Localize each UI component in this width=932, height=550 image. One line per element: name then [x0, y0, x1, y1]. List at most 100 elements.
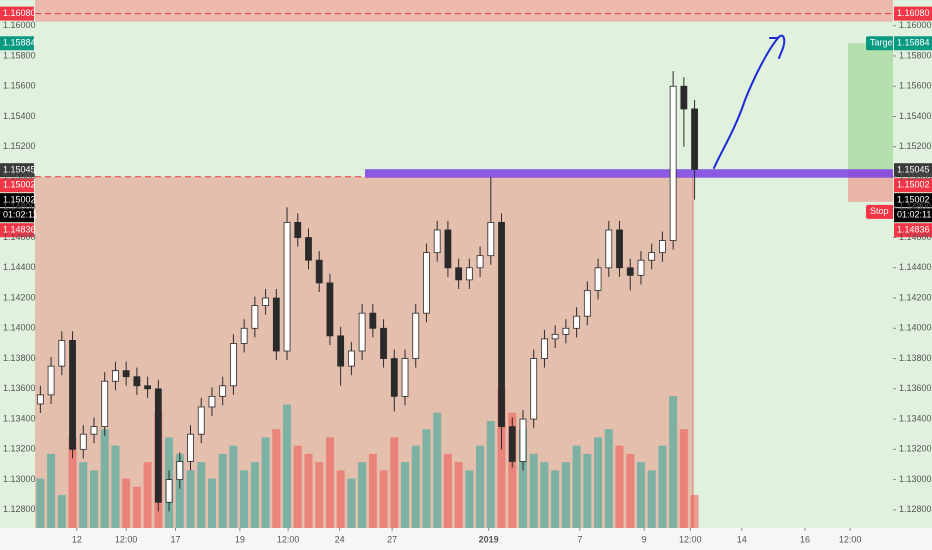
volume-bar: [304, 453, 313, 528]
volume-bar: [111, 445, 120, 528]
y-tick-label: 1.15800: [899, 50, 932, 60]
x-tick-label: 16: [800, 534, 810, 544]
x-tick-label: 19: [235, 534, 245, 544]
volume-bar: [690, 495, 699, 528]
volume-bar: [486, 420, 495, 528]
position-label-text: Stop: [870, 206, 889, 216]
candle-body: [637, 259, 645, 276]
volume-bar: [272, 429, 281, 528]
volume-bar: [132, 486, 141, 528]
price-tag: [0, 163, 34, 178]
volume-bar: [358, 462, 367, 528]
price-tag: [894, 223, 932, 238]
price-tag-label: 1.15045: [897, 165, 930, 175]
y-tick-label: 1.16000: [899, 20, 932, 30]
price-tag-label: 1.14836: [3, 225, 36, 235]
candle-body: [262, 297, 269, 307]
price-tag-label: 1.15002: [897, 195, 930, 205]
candle-body: [79, 433, 87, 450]
y-tick-label: 1.14000: [899, 323, 932, 333]
y-tick-label: 1.15400: [899, 111, 932, 121]
position-label-box: [866, 204, 893, 219]
candle-body: [605, 229, 613, 269]
x-tick-label: 12:00: [679, 534, 702, 544]
volume-bar: [636, 462, 645, 528]
price-tag-label: 1.15002: [3, 195, 36, 205]
y-tick-label: 1.15200: [899, 141, 932, 151]
x-tick-label: 12:00: [277, 534, 300, 544]
purple-band: [365, 169, 893, 178]
candle-body: [541, 338, 548, 359]
candle-body: [594, 267, 602, 291]
position-label-box: [866, 36, 893, 51]
candle-body: [390, 358, 398, 397]
volume-bar: [401, 462, 410, 528]
candle-body: [58, 340, 66, 367]
candle-body: [283, 221, 291, 352]
volume-bar: [604, 429, 613, 528]
countdown-tag: [0, 208, 34, 223]
target-box: [848, 43, 893, 171]
volume-bar: [89, 470, 98, 528]
y-tick-label: 1.14400: [899, 262, 932, 272]
resistance-zone: [35, 0, 893, 22]
x-tick-label: 27: [387, 534, 397, 544]
candle-body: [508, 426, 516, 462]
candle-body: [230, 343, 237, 387]
y-tick-label: 1.12800: [899, 504, 932, 514]
y-tick-label: 1.13000: [899, 474, 932, 484]
candle-body: [47, 365, 55, 396]
volume-bar: [669, 396, 678, 528]
candle-body: [305, 237, 312, 261]
price-tag: [0, 6, 34, 21]
volume-bar: [79, 462, 88, 528]
candle-body: [616, 229, 623, 269]
candle-body: [165, 479, 173, 503]
y-tick-label: 1.13600: [3, 383, 36, 393]
volume-bar: [229, 445, 238, 528]
x-tick-label: 12:00: [839, 534, 862, 544]
candle-body: [208, 395, 216, 408]
candle-body: [240, 327, 248, 344]
y-tick-label: 1.13600: [899, 383, 932, 393]
y-tick-label: 1.14000: [3, 323, 36, 333]
price-tag: [0, 178, 34, 193]
candle-body: [444, 229, 452, 269]
volume-bar: [508, 412, 517, 528]
y-tick-label: 1.15600: [899, 81, 932, 91]
countdown-label: 01:02:11: [3, 210, 37, 220]
volume-bar: [390, 437, 399, 528]
x-tick-label: 17: [170, 534, 180, 544]
y-tick-label: 1.15600: [3, 81, 36, 91]
candle-body: [455, 267, 463, 281]
candle-body: [562, 327, 570, 335]
y-tick-label: 1.15400: [3, 111, 36, 121]
volume-bar: [197, 462, 206, 528]
volume-bar: [325, 437, 334, 528]
price-tag: [0, 36, 34, 51]
volume-bar: [122, 478, 131, 528]
price-tag-label: 1.15884: [897, 38, 930, 48]
price-tag-label: 1.15002: [897, 180, 930, 190]
candle-body: [433, 229, 441, 254]
countdown-tag: [894, 208, 932, 223]
candle-body: [294, 221, 302, 238]
candle-body: [680, 85, 688, 110]
volume-bar: [186, 470, 195, 528]
x-tick-label: 2019: [479, 534, 499, 544]
candle-body: [583, 290, 591, 317]
candle-body: [176, 461, 184, 480]
y-tick-label: 1.15200: [3, 141, 36, 151]
y-tick-label: 1.16000: [3, 20, 36, 30]
volume-bar: [47, 453, 56, 528]
volume-bar: [36, 478, 45, 528]
y-tick-label: 1.13800: [3, 353, 36, 363]
x-tick-label: 14: [737, 534, 747, 544]
price-tag-label: 1.16080: [897, 8, 930, 18]
price-tag: [894, 163, 932, 178]
y-tick-label: 1.13800: [899, 353, 932, 363]
y-tick-label: 1.14800: [3, 202, 36, 212]
volume-bar: [647, 470, 656, 528]
volume-bar: [207, 478, 216, 528]
x-tick-label: 9: [642, 534, 647, 544]
